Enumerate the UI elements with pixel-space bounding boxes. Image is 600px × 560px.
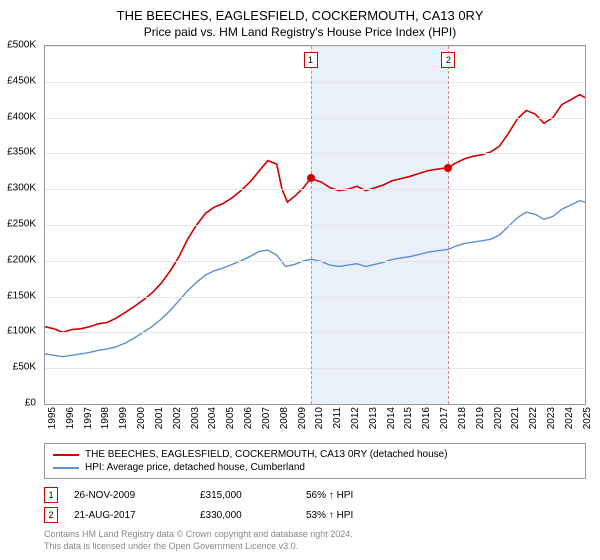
gridline <box>45 368 585 369</box>
gridline <box>45 118 585 119</box>
x-tick-label: 2013 <box>368 407 379 429</box>
sale-hpi: 56% ↑ HPI <box>306 490 396 501</box>
x-tick-label: 2024 <box>564 407 575 429</box>
sales-row: 1 26-NOV-2009 £315,000 56% ↑ HPI <box>44 485 586 505</box>
x-tick-label: 2015 <box>403 407 414 429</box>
y-tick-label: £100K <box>7 326 36 337</box>
x-tick-label: 1997 <box>83 407 94 429</box>
sale-price: £315,000 <box>200 490 290 501</box>
marker-dot <box>307 174 315 182</box>
legend-label: THE BEECHES, EAGLESFIELD, COCKERMOUTH, C… <box>85 449 448 460</box>
x-tick-label: 2021 <box>510 407 521 429</box>
chart-area: 12 <box>44 45 586 405</box>
x-tick-label: 2006 <box>243 407 254 429</box>
x-tick-label: 2012 <box>350 407 361 429</box>
x-tick-label: 2004 <box>207 407 218 429</box>
sales-table: 1 26-NOV-2009 £315,000 56% ↑ HPI 2 21-AU… <box>44 485 586 525</box>
y-tick-label: £350K <box>7 147 36 158</box>
x-tick-label: 2023 <box>546 407 557 429</box>
title-sub: Price paid vs. HM Land Registry's House … <box>0 23 600 45</box>
sale-flag-icon: 2 <box>44 507 58 523</box>
legend-box: THE BEECHES, EAGLESFIELD, COCKERMOUTH, C… <box>44 443 586 479</box>
y-axis: £0£50K£100K£150K£200K£250K£300K£350K£400… <box>0 44 40 404</box>
x-tick-label: 1996 <box>65 407 76 429</box>
x-tick-label: 1998 <box>100 407 111 429</box>
gridline <box>45 297 585 298</box>
sales-row: 2 21-AUG-2017 £330,000 53% ↑ HPI <box>44 505 586 525</box>
x-tick-label: 2008 <box>279 407 290 429</box>
y-tick-label: £450K <box>7 75 36 86</box>
sale-flag-icon: 1 <box>44 487 58 503</box>
y-tick-label: £0 <box>25 398 36 409</box>
gridline <box>45 332 585 333</box>
x-tick-label: 2002 <box>172 407 183 429</box>
legend-label: HPI: Average price, detached house, Cumb… <box>85 462 305 473</box>
x-tick-label: 2025 <box>582 407 593 429</box>
marker-flag: 1 <box>304 52 318 68</box>
marker-dot <box>444 164 452 172</box>
gridline <box>45 46 585 47</box>
footer-line: Contains HM Land Registry data © Crown c… <box>44 529 586 541</box>
y-tick-label: £500K <box>7 40 36 51</box>
x-tick-label: 2018 <box>457 407 468 429</box>
gridline <box>45 153 585 154</box>
x-tick-label: 2003 <box>190 407 201 429</box>
legend-swatch-property <box>53 454 79 456</box>
x-tick-label: 2020 <box>493 407 504 429</box>
marker-flag: 2 <box>441 52 455 68</box>
footer-line: This data is licensed under the Open Gov… <box>44 541 586 553</box>
y-tick-label: £50K <box>13 362 36 373</box>
gridline <box>45 82 585 83</box>
x-tick-label: 2009 <box>297 407 308 429</box>
sale-date: 26-NOV-2009 <box>74 490 184 501</box>
x-tick-label: 2000 <box>136 407 147 429</box>
x-tick-label: 2022 <box>528 407 539 429</box>
x-tick-label: 2011 <box>332 407 343 429</box>
gridline <box>45 225 585 226</box>
marker-dashed-line <box>311 46 312 404</box>
x-tick-label: 1999 <box>118 407 129 429</box>
title-main: THE BEECHES, EAGLESFIELD, COCKERMOUTH, C… <box>0 0 600 23</box>
marker-dashed-line <box>448 46 449 404</box>
x-tick-label: 2017 <box>439 407 450 429</box>
chart-container: THE BEECHES, EAGLESFIELD, COCKERMOUTH, C… <box>0 0 600 560</box>
y-tick-label: £400K <box>7 111 36 122</box>
sale-date: 21-AUG-2017 <box>74 510 184 521</box>
gridline <box>45 261 585 262</box>
x-tick-label: 2007 <box>261 407 272 429</box>
x-tick-label: 2005 <box>225 407 236 429</box>
x-axis: 1995 1996 1997 1998 1999 2000 2001 2002 2003 2004… <box>44 405 586 439</box>
legend-row: THE BEECHES, EAGLESFIELD, COCKERMOUTH, C… <box>53 448 577 461</box>
sale-price: £330,000 <box>200 510 290 521</box>
y-tick-label: £150K <box>7 290 36 301</box>
legend-row: HPI: Average price, detached house, Cumb… <box>53 461 577 474</box>
legend-swatch-hpi <box>53 467 79 469</box>
y-tick-label: £250K <box>7 219 36 230</box>
y-tick-label: £300K <box>7 183 36 194</box>
x-tick-label: 2014 <box>386 407 397 429</box>
x-tick-label: 2001 <box>154 407 165 429</box>
sale-hpi: 53% ↑ HPI <box>306 510 396 521</box>
x-tick-label: 2019 <box>475 407 486 429</box>
x-tick-label: 2010 <box>314 407 325 429</box>
x-tick-label: 1995 <box>47 407 58 429</box>
x-tick-label: 2016 <box>421 407 432 429</box>
y-tick-label: £200K <box>7 254 36 265</box>
footer-attribution: Contains HM Land Registry data © Crown c… <box>44 529 586 552</box>
gridline <box>45 189 585 190</box>
